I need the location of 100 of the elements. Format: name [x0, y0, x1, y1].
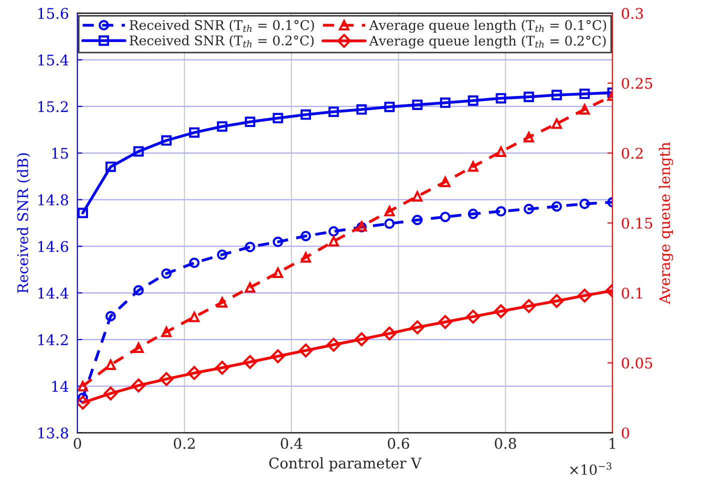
point: [216, 249, 228, 260]
x-tick-label: 0.4: [280, 438, 302, 449]
point: [244, 116, 256, 128]
point: [468, 95, 478, 106]
point: [466, 310, 480, 324]
point: [468, 208, 478, 220]
point: [412, 214, 423, 226]
point: [187, 366, 202, 380]
point: [384, 206, 395, 216]
point: [440, 98, 450, 108]
point: [298, 344, 313, 358]
x-axis-title: Control parameter V: [269, 457, 422, 472]
point: [438, 315, 452, 329]
point: [300, 109, 312, 120]
point: [161, 135, 172, 146]
point: [579, 88, 590, 100]
point: [496, 146, 506, 158]
point: [189, 312, 200, 322]
y-tick-label: 14.8: [38, 194, 68, 206]
point: [550, 294, 564, 308]
point: [382, 326, 396, 340]
point: [270, 349, 285, 364]
y-tick-label: 15.2: [38, 101, 68, 112]
point: [133, 285, 144, 296]
point: [161, 268, 172, 279]
point: [159, 372, 174, 386]
y2-tick-label: 0.1: [622, 288, 642, 299]
point: [161, 326, 172, 338]
point: [412, 191, 423, 202]
point: [78, 208, 88, 218]
y-tick-label: 14.6: [38, 241, 68, 252]
point: [328, 236, 339, 247]
point: [552, 201, 562, 212]
y-tick-label: 15.4: [38, 54, 68, 66]
point: [384, 102, 395, 112]
point: [552, 90, 562, 100]
y-tick-label: 13.8: [38, 427, 68, 439]
point: [579, 198, 590, 210]
point: [189, 127, 200, 138]
point: [104, 386, 118, 400]
y-tick-label: 15: [52, 148, 68, 159]
point: [105, 162, 116, 172]
x-tick-label: 0.6: [388, 438, 410, 449]
y-tick-label: 14.2: [38, 334, 68, 346]
point: [215, 360, 230, 375]
point: [354, 332, 369, 346]
point: [300, 230, 312, 242]
point: [440, 212, 450, 222]
point: [272, 236, 284, 248]
point: [524, 92, 534, 102]
legend-label: Average queue length (T$_{th}$ = 0.2°C): [369, 36, 606, 48]
point: [552, 118, 562, 129]
point: [133, 146, 144, 157]
point: [300, 252, 312, 263]
y2-tick-label: 0.2: [622, 148, 643, 159]
y-tick-label: 15.6: [38, 8, 68, 19]
point: [77, 396, 90, 410]
text: ×10$^{−3}$: [570, 462, 612, 475]
x-tick-label: 1: [610, 438, 616, 449]
point: [133, 342, 144, 353]
point: [132, 378, 146, 392]
y-tick-label: 14: [52, 380, 68, 392]
x-tick-label: 0: [74, 438, 82, 449]
point: [579, 104, 590, 115]
y2-tick-label: 0.05: [622, 358, 652, 369]
point: [496, 93, 506, 104]
point: [356, 104, 367, 115]
point: [578, 288, 592, 303]
point: [244, 242, 256, 252]
point: [410, 320, 424, 334]
point: [326, 338, 341, 352]
y2-tick-label: 0.3: [622, 8, 643, 19]
point: [189, 258, 200, 268]
point: [494, 304, 508, 318]
legend-label: Received SNR (T$_{th}$ = 0.2°C): [130, 35, 314, 48]
point: [468, 161, 478, 172]
point: [105, 360, 116, 370]
x-tick-label: 0.2: [174, 438, 195, 449]
point: [496, 206, 506, 217]
legend-label: Average queue length (T$_{th}$ = 0.1°C): [369, 20, 606, 33]
point: [524, 204, 534, 214]
y2-axis-title: Average queue length: [658, 142, 674, 304]
point: [328, 226, 339, 237]
point: [105, 311, 116, 322]
point: [440, 176, 450, 188]
point: [384, 218, 395, 229]
point: [412, 100, 423, 110]
point: [243, 355, 257, 369]
point: [78, 380, 88, 392]
y-tick-label: 14.4: [38, 288, 68, 299]
point: [272, 268, 284, 278]
point: [522, 299, 536, 313]
point: [524, 132, 534, 142]
point: [328, 106, 339, 118]
y2-tick-label: 0.15: [622, 218, 652, 229]
x-tick-label: 0.8: [494, 438, 516, 449]
point: [244, 282, 256, 293]
y2-tick-label: 0.25: [622, 78, 652, 89]
y-axis-title: Received SNR (dB): [16, 153, 30, 294]
point: [216, 121, 228, 132]
